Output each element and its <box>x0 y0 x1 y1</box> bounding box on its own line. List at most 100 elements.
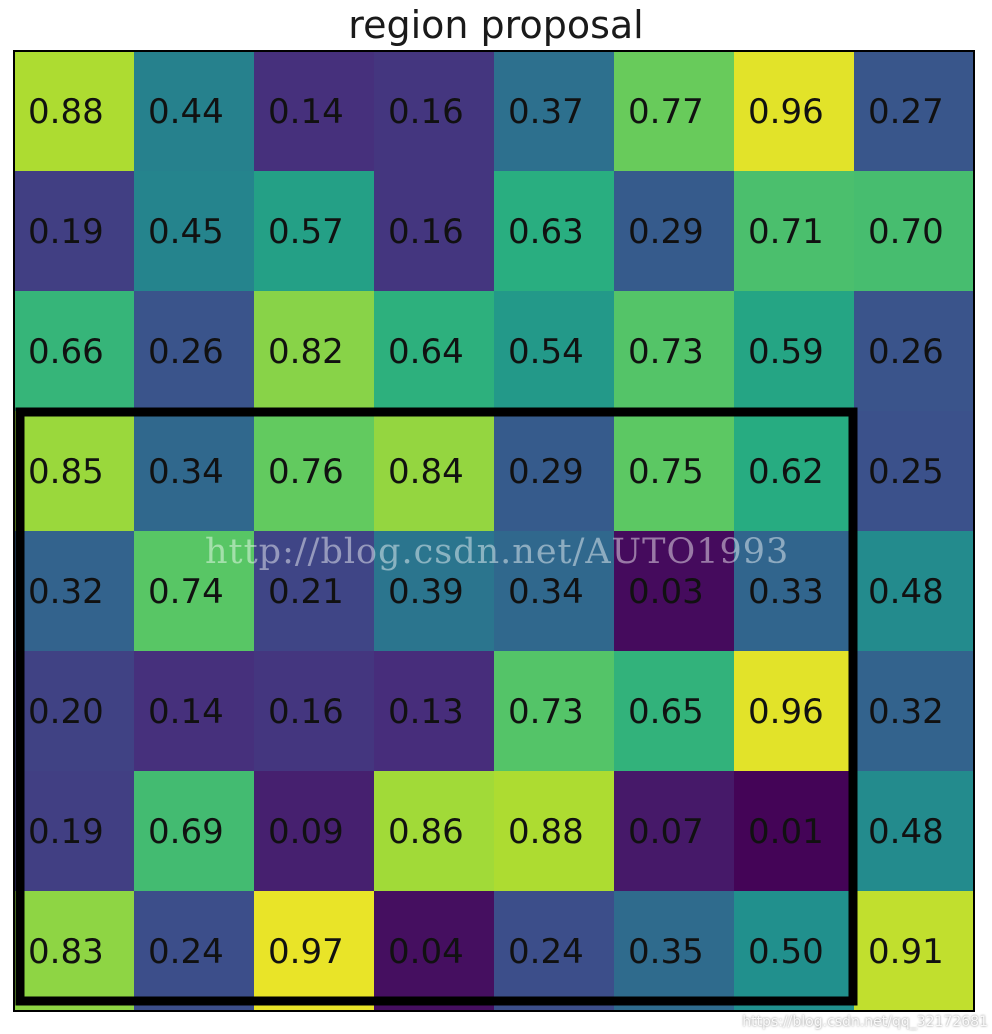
cell-value-label: 0.54 <box>508 332 584 372</box>
heatmap-cell <box>254 531 375 652</box>
cell-value-label: 0.50 <box>748 932 824 972</box>
cell-value-label: 0.26 <box>148 332 224 372</box>
heatmap-cell <box>134 411 255 532</box>
cell-value-label: 0.29 <box>508 452 584 492</box>
cell-value-label: 0.25 <box>868 452 944 492</box>
cell-value-label: 0.19 <box>28 812 104 852</box>
heatmap-cell <box>134 171 255 292</box>
heatmap-cell <box>374 651 495 772</box>
cell-value-label: 0.24 <box>508 932 584 972</box>
cell-value-label: 0.07 <box>628 812 704 852</box>
region-proposal-box <box>15 407 858 1006</box>
heatmap-cell <box>734 291 855 412</box>
heatmap-cell <box>14 771 135 892</box>
cell-value-label: 0.21 <box>268 572 344 612</box>
cell-value-label: 0.48 <box>868 572 944 612</box>
heatmap-cell <box>14 531 135 652</box>
cell-value-label: 0.01 <box>748 812 824 852</box>
heatmap-cell <box>494 171 615 292</box>
cell-value-label: 0.96 <box>748 692 824 732</box>
heatmap-cell <box>614 891 735 1012</box>
heatmap-cell <box>734 891 855 1012</box>
cell-value-label: 0.59 <box>748 332 824 372</box>
heatmap-cell <box>734 531 855 652</box>
cell-value-label: 0.45 <box>148 212 224 252</box>
heatmap-cell <box>14 291 135 412</box>
cell-value-label: 0.82 <box>268 332 344 372</box>
cell-value-label: 0.65 <box>628 692 704 732</box>
heatmap-cell <box>254 291 375 412</box>
heatmap-cell <box>254 651 375 772</box>
watermark-text: http://blog.csdn.net/AUTO1993 <box>205 532 790 572</box>
heatmap-cell <box>254 171 375 292</box>
cell-value-label: 0.32 <box>28 572 104 612</box>
cell-value-label: 0.75 <box>628 452 704 492</box>
heatmap-cell <box>494 51 615 172</box>
cell-value-label: 0.26 <box>868 332 944 372</box>
cell-value-label: 0.73 <box>628 332 704 372</box>
heatmap-cell <box>254 51 375 172</box>
heatmap-cell <box>374 171 495 292</box>
cell-value-label: 0.14 <box>268 92 344 132</box>
heatmap-cell <box>134 651 255 772</box>
cell-value-label: 0.16 <box>268 692 344 732</box>
cell-value-label: 0.44 <box>148 92 224 132</box>
heatmap-cell <box>14 411 135 532</box>
cell-value-label: 0.66 <box>28 332 104 372</box>
heatmap-cell <box>854 531 975 652</box>
heatmap-cells: 0.88 0.44 0.14 0.16 0.37 0.77 0.96 0.27 0.19 0.45… <box>14 51 975 1012</box>
heatmap-cell <box>614 411 735 532</box>
heatmap-cell <box>614 771 735 892</box>
heatmap-cell <box>854 171 975 292</box>
cell-value-label: 0.48 <box>868 812 944 852</box>
cell-value-label: 0.84 <box>388 452 464 492</box>
cell-value-label: 0.29 <box>628 212 704 252</box>
heatmap-cell <box>614 51 735 172</box>
heatmap-cell <box>734 771 855 892</box>
cell-value-label: 0.16 <box>388 212 464 252</box>
cell-value-label: 0.76 <box>268 452 344 492</box>
heatmap-cell <box>134 891 255 1012</box>
heatmap-cell <box>374 411 495 532</box>
heatmap-cell <box>134 291 255 412</box>
cell-value-label: 0.62 <box>748 452 824 492</box>
cell-value-label: 0.33 <box>748 572 824 612</box>
cell-value-label: 0.88 <box>28 92 104 132</box>
cell-value-label: 0.34 <box>148 452 224 492</box>
heatmap-cell <box>494 531 615 652</box>
heatmap-cell <box>614 171 735 292</box>
cell-value-label: 0.97 <box>268 932 344 972</box>
heatmap-cell <box>854 291 975 412</box>
cell-value-label: 0.19 <box>28 212 104 252</box>
heatmap-cell <box>614 531 735 652</box>
heatmap-cell <box>14 171 135 292</box>
cell-value-label: 0.63 <box>508 212 584 252</box>
credit-text: https://blog.csdn.net/qq_32172681 <box>742 1014 988 1030</box>
heatmap-cell <box>134 531 255 652</box>
cell-value-label: 0.64 <box>388 332 464 372</box>
heatmap-cell <box>254 771 375 892</box>
heatmap-cell <box>854 651 975 772</box>
heatmap-cell <box>854 771 975 892</box>
heatmap-cell <box>374 531 495 652</box>
cell-value-label: 0.27 <box>868 92 944 132</box>
heatmap-cell <box>134 51 255 172</box>
heatmap-cell <box>494 651 615 772</box>
cell-value-label: 0.83 <box>28 932 104 972</box>
heatmap-cell <box>494 411 615 532</box>
heatmap-cell <box>374 291 495 412</box>
cell-value-label: 0.03 <box>628 572 704 612</box>
heatmap-cell <box>734 411 855 532</box>
cell-value-label: 0.91 <box>868 932 944 972</box>
cell-value-label: 0.88 <box>508 812 584 852</box>
cell-value-label: 0.14 <box>148 692 224 732</box>
heatmap-cell <box>254 411 375 532</box>
heatmap-cell <box>14 891 135 1012</box>
heatmap-cell <box>854 411 975 532</box>
heatmap-cell <box>734 651 855 772</box>
cell-value-label: 0.69 <box>148 812 224 852</box>
cell-value-label: 0.71 <box>748 212 824 252</box>
cell-value-label: 0.09 <box>268 812 344 852</box>
cell-value-label: 0.86 <box>388 812 464 852</box>
cell-value-label: 0.32 <box>868 692 944 732</box>
